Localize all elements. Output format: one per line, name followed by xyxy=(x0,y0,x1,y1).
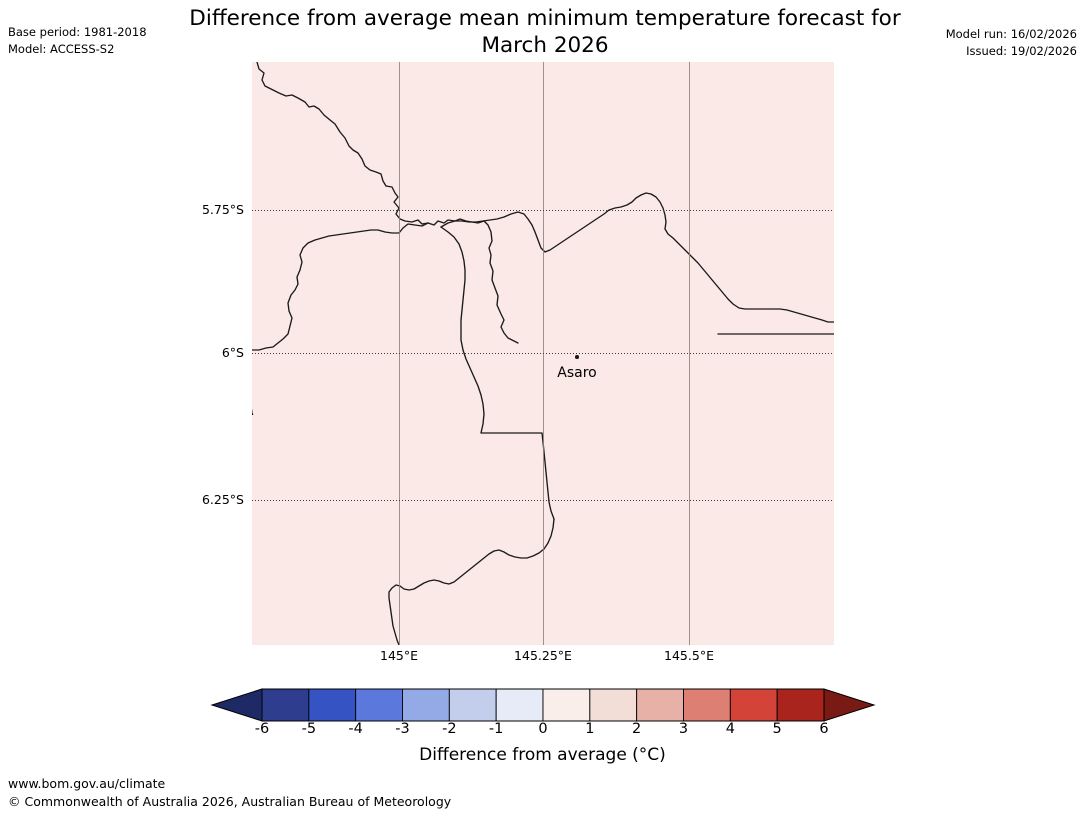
colorbar-tick--1: -1 xyxy=(488,721,504,737)
colorbar-band xyxy=(729,688,778,722)
page-title: Difference from average mean minimum tem… xyxy=(189,6,901,58)
colorbar-tick-2: 2 xyxy=(632,721,642,737)
colorbar-tick-5: 5 xyxy=(772,721,782,737)
colorbar-band-group xyxy=(261,688,825,722)
colorbar-tick-0: 0 xyxy=(538,721,548,737)
colorbar-band xyxy=(402,688,450,722)
lat-tick-6.25S: 6.25°S xyxy=(201,492,244,507)
colorbar-band xyxy=(776,688,825,722)
colorbar-band xyxy=(355,688,403,722)
longitude-axis: 145°E 145.25°E 145.5°E xyxy=(252,648,834,668)
header-right-metadata: Model run: 16/02/2026 Issued: 19/02/2026 xyxy=(946,26,1077,60)
header-left-metadata: Base period: 1981-2018 Model: ACCESS-S2 xyxy=(8,24,147,58)
colorbar-tick--4: -4 xyxy=(348,721,363,737)
model-text: Model: ACCESS-S2 xyxy=(8,42,115,56)
gridline-horizontal-5.75S xyxy=(252,210,834,211)
city-marker-asaro xyxy=(575,355,579,359)
colorbar-band xyxy=(542,688,591,722)
colorbar-under-arrow xyxy=(210,688,263,722)
colorbar-tick-4: 4 xyxy=(725,721,735,737)
model-run-text: Model run: 16/02/2026 xyxy=(945,27,1077,41)
lon-tick-145.5E: 145.5°E xyxy=(664,648,714,663)
colorbar-band xyxy=(448,688,497,722)
lon-tick-145.25E: 145.25°E xyxy=(514,648,572,663)
administrative-boundary-path xyxy=(252,62,834,645)
clipped-place-label: ג xyxy=(252,403,254,419)
city-label-asaro: Asaro xyxy=(557,365,597,381)
base-period-text: Base period: 1981-2018 xyxy=(8,25,147,39)
colorbar-swatches xyxy=(210,688,876,722)
footer-copyright: © Commonwealth of Australia 2026, Austra… xyxy=(8,794,452,809)
colorbar-tick-6: 6 xyxy=(819,721,829,737)
footer-website-url[interactable]: www.bom.gov.au/climate xyxy=(8,776,166,791)
colorbar-tick--5: -5 xyxy=(301,721,317,737)
colorbar-band xyxy=(308,688,357,722)
colorbar-tick--3: -3 xyxy=(395,721,410,737)
colorbar-band xyxy=(261,688,310,722)
gridline-horizontal-6S xyxy=(252,353,834,354)
colorbar-frame xyxy=(261,688,825,722)
colorbar-band xyxy=(636,688,684,722)
colorbar-tick--6: -6 xyxy=(254,721,270,737)
colorbar-band xyxy=(683,688,731,722)
colorbar-axis-label: Difference from average (°C) xyxy=(419,745,666,765)
colorbar-band xyxy=(589,688,638,722)
lat-tick-5.75S: 5.75°S xyxy=(201,202,244,217)
gridline-horizontal-6.25S xyxy=(252,500,834,501)
map-boundaries-layer xyxy=(252,62,834,645)
colorbar-tick-labels: -6 -5 -4 -3 -2 -1 0 1 2 3 4 5 6 xyxy=(255,721,829,740)
issued-text: Issued: 19/02/2026 xyxy=(966,44,1077,58)
colorbar-band xyxy=(495,688,544,722)
colorbar-tick--2: -2 xyxy=(442,721,457,737)
latitude-axis: 5.75°S 6°S 6.25°S xyxy=(150,62,244,645)
lon-tick-145E: 145°E xyxy=(379,648,419,663)
colorbar xyxy=(0,688,1085,722)
colorbar-tick-1: 1 xyxy=(585,721,595,737)
lat-tick-6S: 6°S xyxy=(221,345,244,360)
forecast-map: Asaro ג xyxy=(252,62,834,645)
colorbar-over-arrow xyxy=(823,688,876,722)
colorbar-tick-3: 3 xyxy=(678,721,689,737)
